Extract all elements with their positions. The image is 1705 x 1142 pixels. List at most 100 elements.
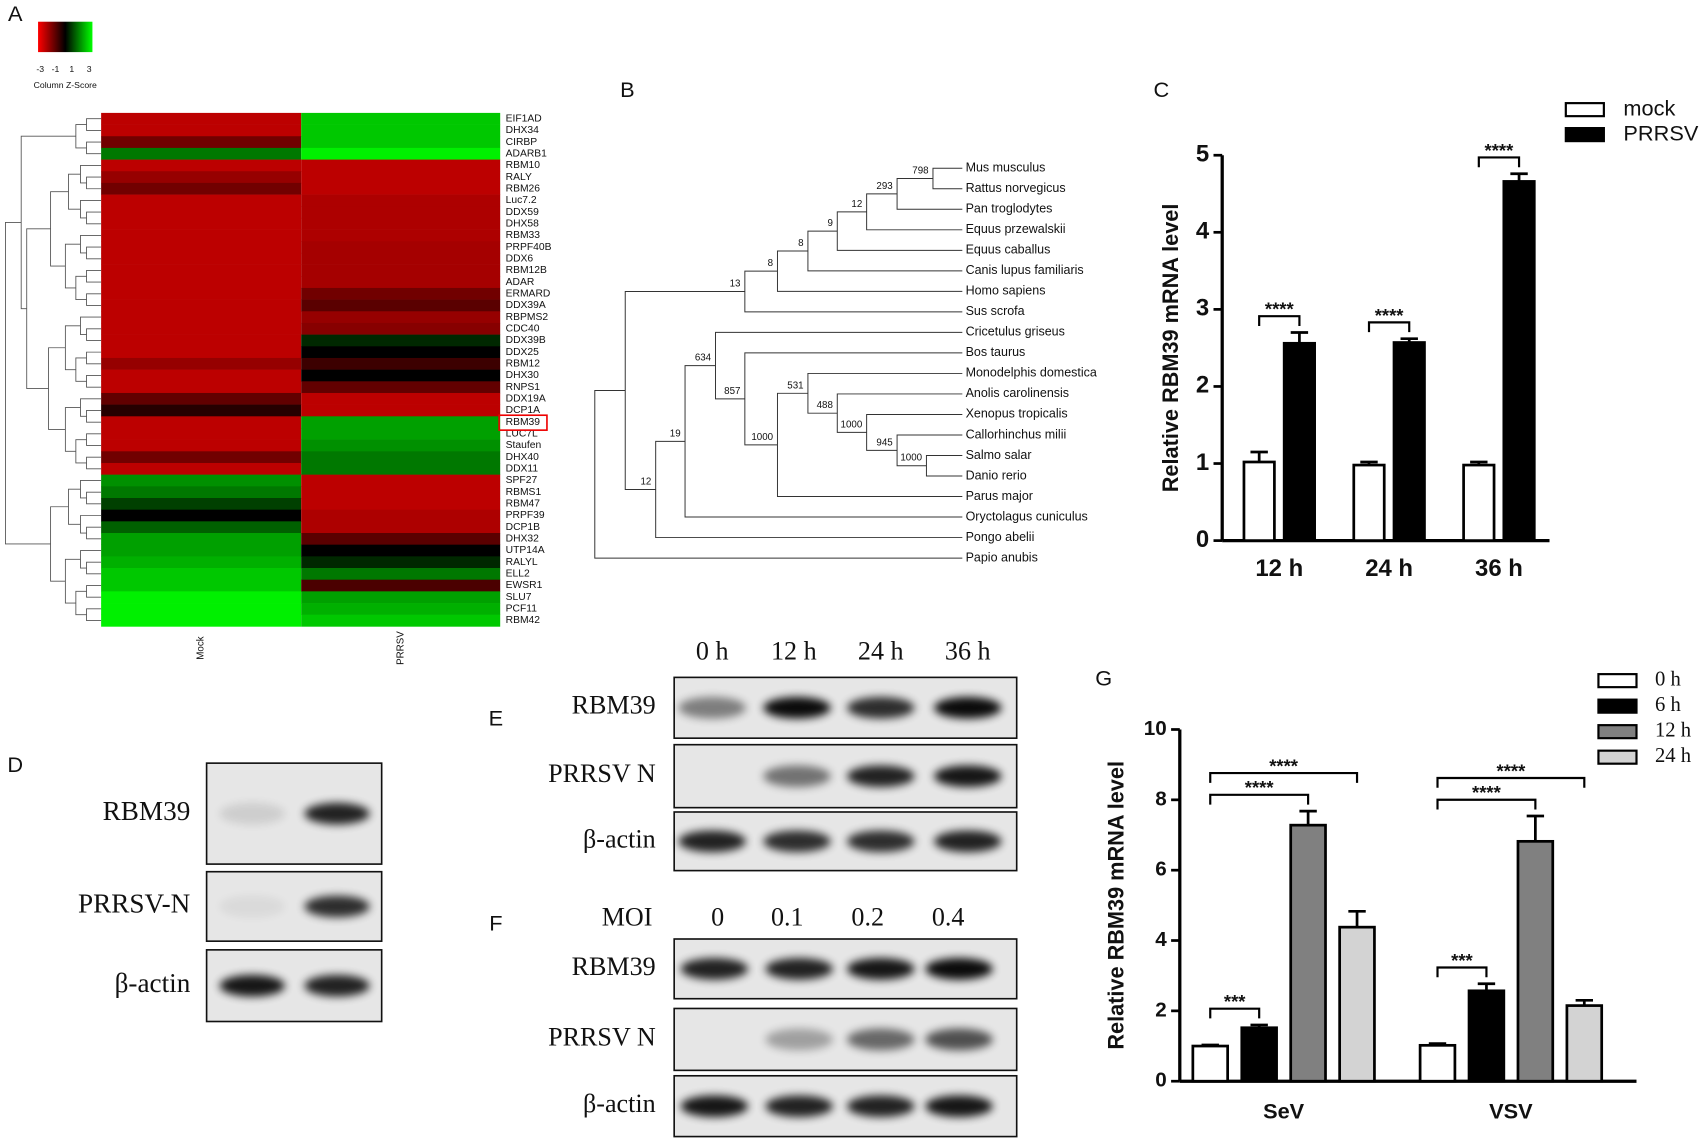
species-label: Rattus norvegicus xyxy=(966,181,1066,195)
gene-label: EWSR1 xyxy=(506,580,543,591)
heatmap-cell xyxy=(301,509,501,522)
bootstrap-label: 857 xyxy=(724,386,740,397)
bar xyxy=(1240,1026,1278,1083)
gene-label: DHX30 xyxy=(506,370,540,381)
dendrogram-branch xyxy=(75,439,87,464)
gene-label: DDX6 xyxy=(506,253,534,264)
heatmap-cell xyxy=(301,381,501,394)
panel-label: G xyxy=(1095,665,1112,690)
gene-label: RNPS1 xyxy=(506,382,541,393)
heatmap-cell xyxy=(101,544,302,557)
bar xyxy=(1242,460,1276,542)
blot-band xyxy=(765,1028,833,1051)
bootstrap-label: 13 xyxy=(730,279,741,290)
bootstrap-label: 8 xyxy=(768,258,773,269)
species-label: Homo sapiens xyxy=(966,284,1046,298)
legend-label: 24 h xyxy=(1655,745,1692,767)
dendrogram-branch xyxy=(50,191,69,267)
dendrogram-branch xyxy=(80,164,102,184)
gene-label: RBM47 xyxy=(506,499,541,510)
legend-swatch xyxy=(1564,102,1605,118)
heatmap-cell xyxy=(101,299,302,312)
heatmap-cell xyxy=(301,252,501,265)
heatmap-cell xyxy=(101,194,302,207)
dendrogram-branch xyxy=(20,135,76,310)
tree-branch xyxy=(776,392,963,498)
protein-label: RBM39 xyxy=(572,691,656,720)
y-tick-label: 5 xyxy=(1196,141,1209,168)
tree-branch xyxy=(807,230,963,272)
significance-bracket xyxy=(1436,966,1488,978)
bootstrap-label: 488 xyxy=(817,400,833,411)
lane-label: 0 xyxy=(711,902,724,931)
dendrogram-branch xyxy=(64,407,81,452)
heatmap-cell xyxy=(301,299,501,312)
legend-tick-label: 3 xyxy=(87,64,92,74)
heatmap-cell xyxy=(301,206,501,219)
heatmap-cell xyxy=(301,462,501,475)
bar xyxy=(1462,463,1496,542)
dendrogram-branch xyxy=(5,222,51,545)
legend-label: mock xyxy=(1623,95,1675,120)
blot-band xyxy=(847,830,915,853)
tree-branch xyxy=(896,178,963,210)
dendrogram-branch xyxy=(26,228,51,390)
tree-branch xyxy=(594,390,963,559)
heatmap-cell xyxy=(301,194,501,207)
heatmap-cell xyxy=(301,497,501,510)
significance-label: **** xyxy=(1265,299,1295,320)
heatmap-cell xyxy=(101,276,302,289)
dendrogram-branch xyxy=(86,141,102,155)
blot-band xyxy=(680,957,749,980)
y-tick-label: 1 xyxy=(1196,449,1209,476)
blot-band xyxy=(934,765,1002,788)
x-tick-label: 36 h xyxy=(1475,555,1523,582)
legend-label: 6 h xyxy=(1655,694,1681,716)
heatmap-cell xyxy=(301,556,501,569)
heatmap-cell xyxy=(101,427,302,440)
significance-label: **** xyxy=(1472,782,1502,803)
species-label: Callorhinchus milii xyxy=(966,427,1067,441)
heatmap-cell xyxy=(101,556,302,569)
gene-label: RBMS1 xyxy=(506,487,542,498)
blot-band xyxy=(934,830,1002,853)
lane-label: 24 h xyxy=(858,637,904,666)
heatmap-cell xyxy=(301,404,501,417)
heatmap-cell xyxy=(101,416,302,429)
heatmap-cell xyxy=(101,486,302,499)
tree-branch xyxy=(866,193,963,231)
heatmap-cell xyxy=(101,509,302,522)
gene-label: DHX32 xyxy=(506,534,540,545)
gene-label: RBM39 xyxy=(506,417,541,428)
heatmap-cell xyxy=(301,171,501,184)
gene-label: EIF1AD xyxy=(506,113,542,124)
bar xyxy=(1516,839,1555,1083)
heatmap-cell xyxy=(101,287,302,300)
significance-label: *** xyxy=(1224,991,1246,1012)
blot-band xyxy=(847,957,915,980)
heatmap-cell xyxy=(301,136,501,149)
bootstrap-label: 12 xyxy=(851,199,862,210)
dendrogram-branch xyxy=(86,456,102,470)
heatmap-cell xyxy=(301,334,501,347)
blot-band xyxy=(847,1028,915,1051)
x-tick-label: VSV xyxy=(1489,1098,1533,1123)
significance-label: **** xyxy=(1269,756,1299,777)
heatmap-cell xyxy=(101,147,302,160)
legend-label: 0 h xyxy=(1655,668,1681,690)
gene-label: DHX34 xyxy=(506,125,540,136)
dendrogram-branch xyxy=(86,433,102,446)
species-label: Equus przewalskii xyxy=(966,222,1066,236)
heatmap-cell xyxy=(101,241,302,254)
species-label: Xenopus tropicalis xyxy=(966,407,1068,421)
y-tick-label: 2 xyxy=(1196,372,1209,399)
gene-label: DHX58 xyxy=(506,218,540,229)
heatmap-cell xyxy=(301,112,501,125)
dendrogram-branch xyxy=(86,491,102,505)
y-tick-label: 0 xyxy=(1196,526,1209,553)
dendrogram-branch xyxy=(86,561,102,575)
tree-branch xyxy=(932,167,963,190)
blot-band xyxy=(763,830,831,853)
legend-title: Column Z-Score xyxy=(34,80,97,90)
